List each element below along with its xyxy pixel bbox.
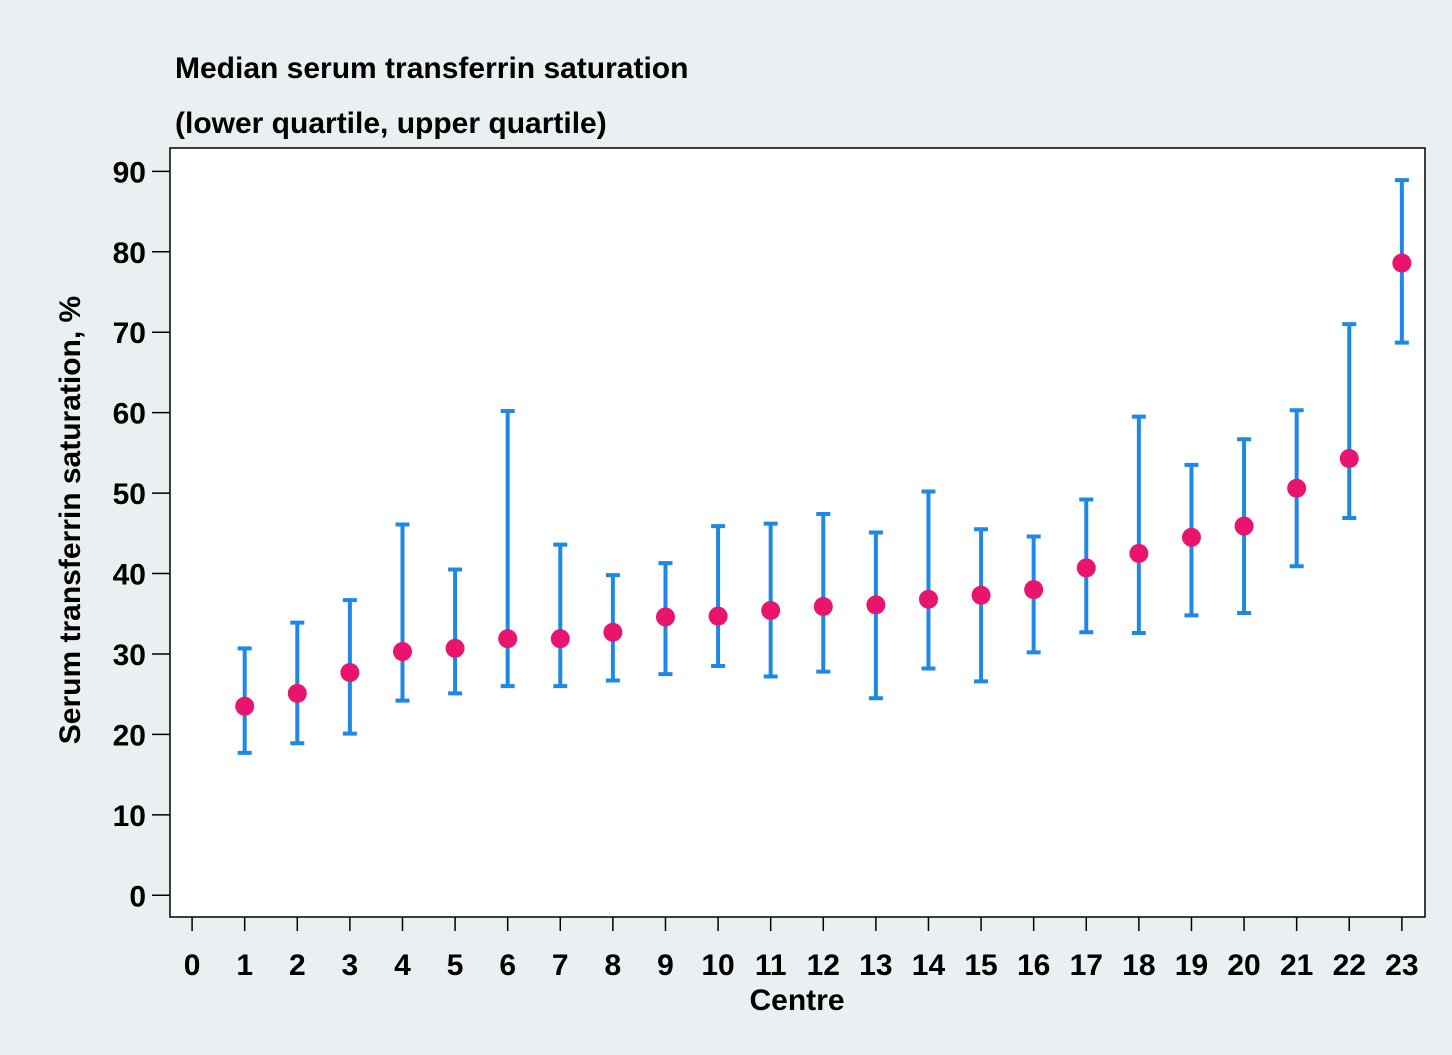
point [1339, 448, 1359, 468]
point [918, 589, 938, 609]
x-tick-label: 2 [289, 949, 306, 982]
x-tick-label: 13 [859, 949, 892, 982]
x-tick-label: 7 [552, 949, 569, 982]
error-bar [1342, 322, 1357, 521]
point [235, 696, 255, 716]
x-tick-label: 22 [1333, 949, 1366, 982]
y-tick-label: 60 [113, 398, 146, 431]
point [813, 597, 833, 617]
point [655, 607, 675, 627]
y-axis-label: Serum transferrin saturation, % [54, 296, 87, 744]
error-bar [395, 522, 410, 703]
x-tick-label: 18 [1122, 949, 1155, 982]
error-bar [868, 530, 883, 701]
x-tick-label: 23 [1385, 949, 1418, 982]
x-tick-label: 20 [1227, 949, 1260, 982]
point [708, 606, 728, 626]
error-bar [711, 524, 726, 669]
y-tick-label: 40 [113, 559, 146, 592]
y-tick-label: 80 [113, 237, 146, 270]
x-tick-label: 4 [394, 949, 411, 982]
y-tick-label: 0 [129, 880, 146, 913]
y-tick-label: 30 [113, 639, 146, 672]
x-tick-label: 16 [1017, 949, 1050, 982]
point [1392, 253, 1412, 273]
chart-title: Median serum transferrin saturation [175, 52, 688, 85]
x-tick-label: 1 [236, 949, 253, 982]
point [603, 622, 623, 642]
plot-area [169, 147, 1426, 918]
point [498, 629, 518, 649]
x-tick-label: 3 [342, 949, 359, 982]
x-tick-label: 11 [755, 949, 787, 982]
point [971, 585, 991, 605]
point [1129, 543, 1149, 563]
chart-subtitle: (lower quartile, upper quartile) [175, 107, 607, 140]
x-tick-label: 19 [1175, 949, 1208, 982]
x-tick-label: 0 [184, 949, 201, 982]
error-bar [290, 620, 305, 746]
y-tick-label: 20 [113, 719, 146, 752]
point [1287, 478, 1307, 498]
x-tick-label: 10 [701, 949, 734, 982]
error-bar [816, 511, 831, 674]
error-bar [763, 521, 778, 679]
y-tick-label: 90 [113, 156, 146, 189]
x-tick-label: 6 [499, 949, 516, 982]
x-tick-label: 12 [807, 949, 840, 982]
y-tick-label: 70 [113, 317, 146, 350]
x-tick-label: 8 [605, 949, 622, 982]
point [761, 601, 781, 621]
point [1234, 516, 1254, 536]
x-tick-label: 5 [447, 949, 464, 982]
error-bar [1131, 414, 1146, 636]
point [340, 662, 360, 682]
point [392, 642, 412, 662]
x-tick-label: 9 [657, 949, 674, 982]
point [1024, 580, 1044, 600]
point [445, 638, 465, 658]
point [287, 683, 307, 703]
error-bar [448, 567, 463, 696]
point [1076, 558, 1096, 578]
error-bar [974, 527, 989, 684]
x-tick-label: 17 [1070, 949, 1103, 982]
x-tick-label: 21 [1280, 949, 1313, 982]
x-axis-label: Centre [749, 984, 844, 1017]
point [866, 595, 886, 615]
point [1181, 527, 1201, 547]
error-bar [553, 542, 568, 689]
x-tick-label: 15 [964, 949, 997, 982]
x-tick-label: 14 [912, 949, 946, 982]
error-bar [921, 489, 936, 671]
y-tick-label: 50 [113, 478, 146, 511]
y-tick-label: 10 [113, 800, 146, 833]
point [550, 629, 570, 649]
